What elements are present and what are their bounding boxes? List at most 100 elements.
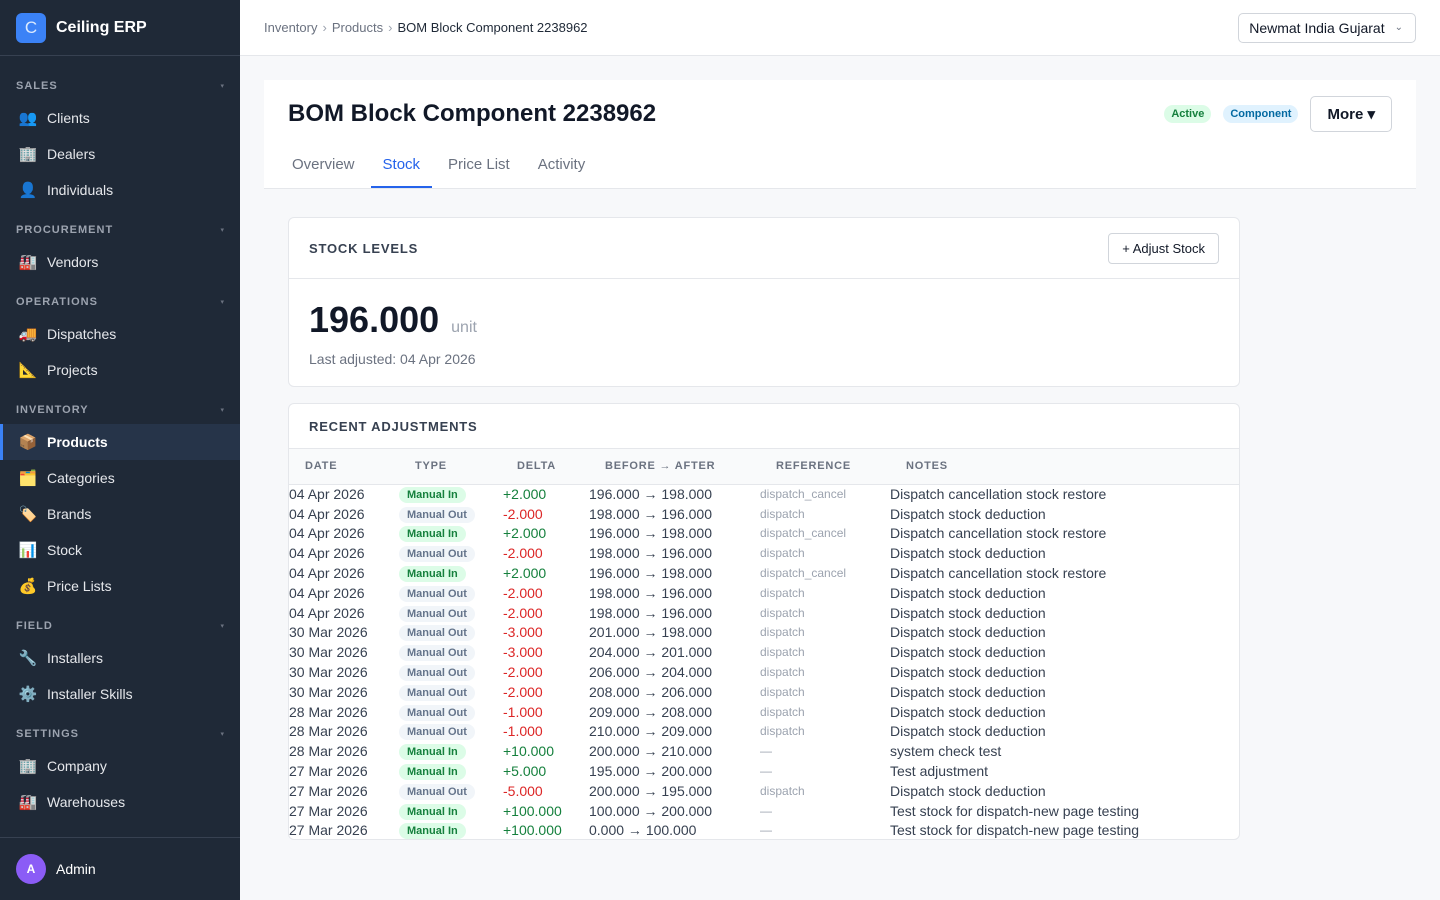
column-header-delta[interactable]: DELTA	[517, 460, 557, 473]
table-row[interactable]: 04 Apr 2026 Manual Out -2.000 198.000 → 196…	[289, 543, 1239, 563]
nav-section-field[interactable]: FIELD ▾	[0, 612, 240, 640]
table-row[interactable]: 04 Apr 2026 Manual In +2.000 196.000 → 198.…	[289, 484, 1239, 504]
cell-before-after: 198.000 → 196.000	[589, 545, 712, 562]
sidebar-item-products[interactable]: 📦 Products	[0, 424, 240, 460]
table-row[interactable]: 28 Mar 2026 Manual In +10.000 200.000 → 210…	[289, 741, 1239, 761]
cell-date: 28 Mar 2026	[289, 743, 368, 760]
sidebar-item-warehouses[interactable]: 🏭 Warehouses	[0, 784, 240, 820]
sidebar-item-company[interactable]: 🏢 Company	[0, 748, 240, 784]
table-row[interactable]: 27 Mar 2026 Manual In +100.000 0.000 → 100.…	[289, 821, 1239, 839]
cell-delta: -1.000	[503, 703, 543, 720]
nav-section-sales[interactable]: SALES ▾	[0, 72, 240, 100]
breadcrumb: Inventory › Products › BOM Block Compone…	[264, 20, 588, 35]
nav-section-inventory[interactable]: INVENTORY ▾	[0, 396, 240, 424]
nav-section-procurement[interactable]: PROCUREMENT ▾	[0, 216, 240, 244]
stock-quantity-row: 196.000 unit	[309, 299, 1219, 341]
sidebar-item-categories[interactable]: 🗂️ Categories	[0, 460, 240, 496]
sidebar-item-price-lists[interactable]: 💰 Price Lists	[0, 568, 240, 604]
type-badge: Manual Out	[399, 585, 475, 602]
brand[interactable]: C Ceiling ERP	[0, 0, 240, 56]
more-button[interactable]: More ▾	[1310, 96, 1392, 132]
status-badge: Active	[1164, 105, 1212, 123]
sidebar-item-stock[interactable]: 📊 Stock	[0, 532, 240, 568]
sidebar-item-clients[interactable]: 👥 Clients	[0, 100, 240, 136]
table-row[interactable]: 27 Mar 2026 Manual In +100.000 100.000 → 20…	[289, 801, 1239, 821]
sidebar-item-projects[interactable]: 📐 Projects	[0, 352, 240, 388]
chevron-down-icon: ▾	[220, 299, 224, 306]
chevron-down-icon: ▾	[220, 731, 224, 738]
tab-overview[interactable]: Overview	[292, 156, 355, 173]
table-row[interactable]: 27 Mar 2026 Manual Out -5.000 200.000 → 195…	[289, 781, 1239, 801]
recent-adjustments-header: RECENT ADJUSTMENTS	[289, 404, 1239, 449]
breadcrumb-inventory[interactable]: Inventory	[264, 20, 318, 35]
cell-before-after: 209.000 → 208.000	[589, 703, 712, 720]
cell-type: Manual In	[399, 484, 501, 504]
table-row[interactable]: 30 Mar 2026 Manual Out -2.000 206.000 → 204…	[289, 662, 1239, 682]
cell-reference: dispatch	[760, 684, 805, 699]
type-badge: Manual Out	[399, 665, 475, 682]
column-header-before-after[interactable]: BEFORE → AFTER	[605, 460, 716, 473]
company-select[interactable]: Newmat India Gujarat ⌄	[1238, 12, 1416, 43]
table-header-row: DATE TYPE DELTA BEFORE → AFTER REFERENCE…	[289, 449, 1239, 484]
nav-section-settings[interactable]: SETTINGS ▾	[0, 720, 240, 748]
cell-reference: dispatch	[760, 546, 805, 561]
cell-notes: Dispatch stock deduction	[890, 624, 1046, 641]
table-row[interactable]: 28 Mar 2026 Manual Out -1.000 209.000 → 208…	[289, 702, 1239, 722]
cell-date: 04 Apr 2026	[289, 545, 365, 562]
cell-reference: —	[760, 764, 772, 779]
table-row[interactable]: 28 Mar 2026 Manual Out -1.000 210.000 → 209…	[289, 722, 1239, 742]
column-header-notes[interactable]: NOTES	[906, 460, 948, 473]
kind-badge: Component	[1223, 105, 1299, 123]
sidebar-item-installer-skills[interactable]: ⚙️ Installer Skills	[0, 676, 240, 712]
sidebar-item-label: Categories	[47, 470, 115, 486]
cell-date: 30 Mar 2026	[289, 644, 368, 661]
tab-price-list[interactable]: Price List	[448, 156, 510, 173]
cell-notes: Test stock for dispatch-new page testing	[890, 822, 1140, 839]
cell-date: 30 Mar 2026	[289, 664, 368, 681]
user-menu[interactable]: A Admin	[0, 837, 240, 900]
sidebar-item-installers[interactable]: 🔧 Installers	[0, 640, 240, 676]
table-row[interactable]: 04 Apr 2026 Manual In +2.000 196.000 → 198.…	[289, 563, 1239, 583]
cell-type: Manual In	[399, 563, 501, 583]
brand-logo: C	[16, 12, 46, 43]
cell-before-after: 208.000 → 206.000	[589, 683, 712, 700]
column-header-type[interactable]: TYPE	[415, 460, 447, 473]
adjustments-table: DATE TYPE DELTA BEFORE → AFTER REFERENCE…	[289, 449, 1239, 839]
tab-activity[interactable]: Activity	[537, 156, 586, 173]
sidebar-item-label: Installers	[47, 650, 104, 666]
adjust-stock-button[interactable]: + Adjust Stock	[1108, 232, 1219, 264]
table-row[interactable]: 04 Apr 2026 Manual In +2.000 196.000 → 198.…	[289, 524, 1239, 544]
cell-notes: Dispatch stock deduction	[890, 545, 1046, 562]
last-adjusted: Last adjusted: 04 Apr 2026	[309, 351, 476, 367]
cell-reference: dispatch	[760, 585, 805, 600]
table-row[interactable]: 27 Mar 2026 Manual In +5.000 195.000 → 200.…	[289, 761, 1239, 781]
stock-unit: unit	[451, 319, 477, 336]
cell-notes: Test adjustment	[890, 763, 989, 780]
cell-notes: Dispatch cancellation stock restore	[890, 486, 1107, 503]
cell-date: 27 Mar 2026	[289, 782, 368, 799]
table-row[interactable]: 04 Apr 2026 Manual Out -2.000 198.000 → 196…	[289, 504, 1239, 524]
tab-stock[interactable]: Stock	[370, 156, 433, 188]
table-row[interactable]: 30 Mar 2026 Manual Out -3.000 204.000 → 201…	[289, 642, 1239, 662]
column-header-date[interactable]: DATE	[305, 460, 338, 473]
breadcrumb-products[interactable]: Products	[331, 20, 384, 35]
table-row[interactable]: 04 Apr 2026 Manual Out -2.000 198.000 → 196…	[289, 583, 1239, 603]
cell-type: Manual Out	[399, 504, 501, 524]
sidebar-item-dealers[interactable]: 🏢 Dealers	[0, 136, 240, 172]
table-row[interactable]: 30 Mar 2026 Manual Out -2.000 208.000 → 206…	[289, 682, 1239, 702]
warehouse-icon: 🏭	[18, 794, 38, 811]
cell-type: Manual Out	[399, 702, 501, 722]
column-header-reference[interactable]: REFERENCE	[776, 460, 852, 473]
sidebar-item-dispatches[interactable]: 🚚 Dispatches	[0, 316, 240, 352]
table-row[interactable]: 04 Apr 2026 Manual Out -2.000 198.000 → 196…	[289, 603, 1239, 623]
sidebar-item-label: Company	[47, 758, 107, 774]
header-actions: Active Component More ▾	[1164, 96, 1392, 132]
nav-section-label: SALES	[16, 80, 58, 92]
sidebar-item-brands[interactable]: 🏷️ Brands	[0, 496, 240, 532]
table-row[interactable]: 30 Mar 2026 Manual Out -3.000 201.000 → 198…	[289, 623, 1239, 643]
sidebar-item-vendors[interactable]: 🏭 Vendors	[0, 244, 240, 280]
nav-section-operations[interactable]: OPERATIONS ▾	[0, 288, 240, 316]
cell-delta: -2.000	[503, 545, 543, 562]
type-badge: Manual Out	[399, 684, 475, 701]
sidebar-item-individuals[interactable]: 👤 Individuals	[0, 172, 240, 208]
